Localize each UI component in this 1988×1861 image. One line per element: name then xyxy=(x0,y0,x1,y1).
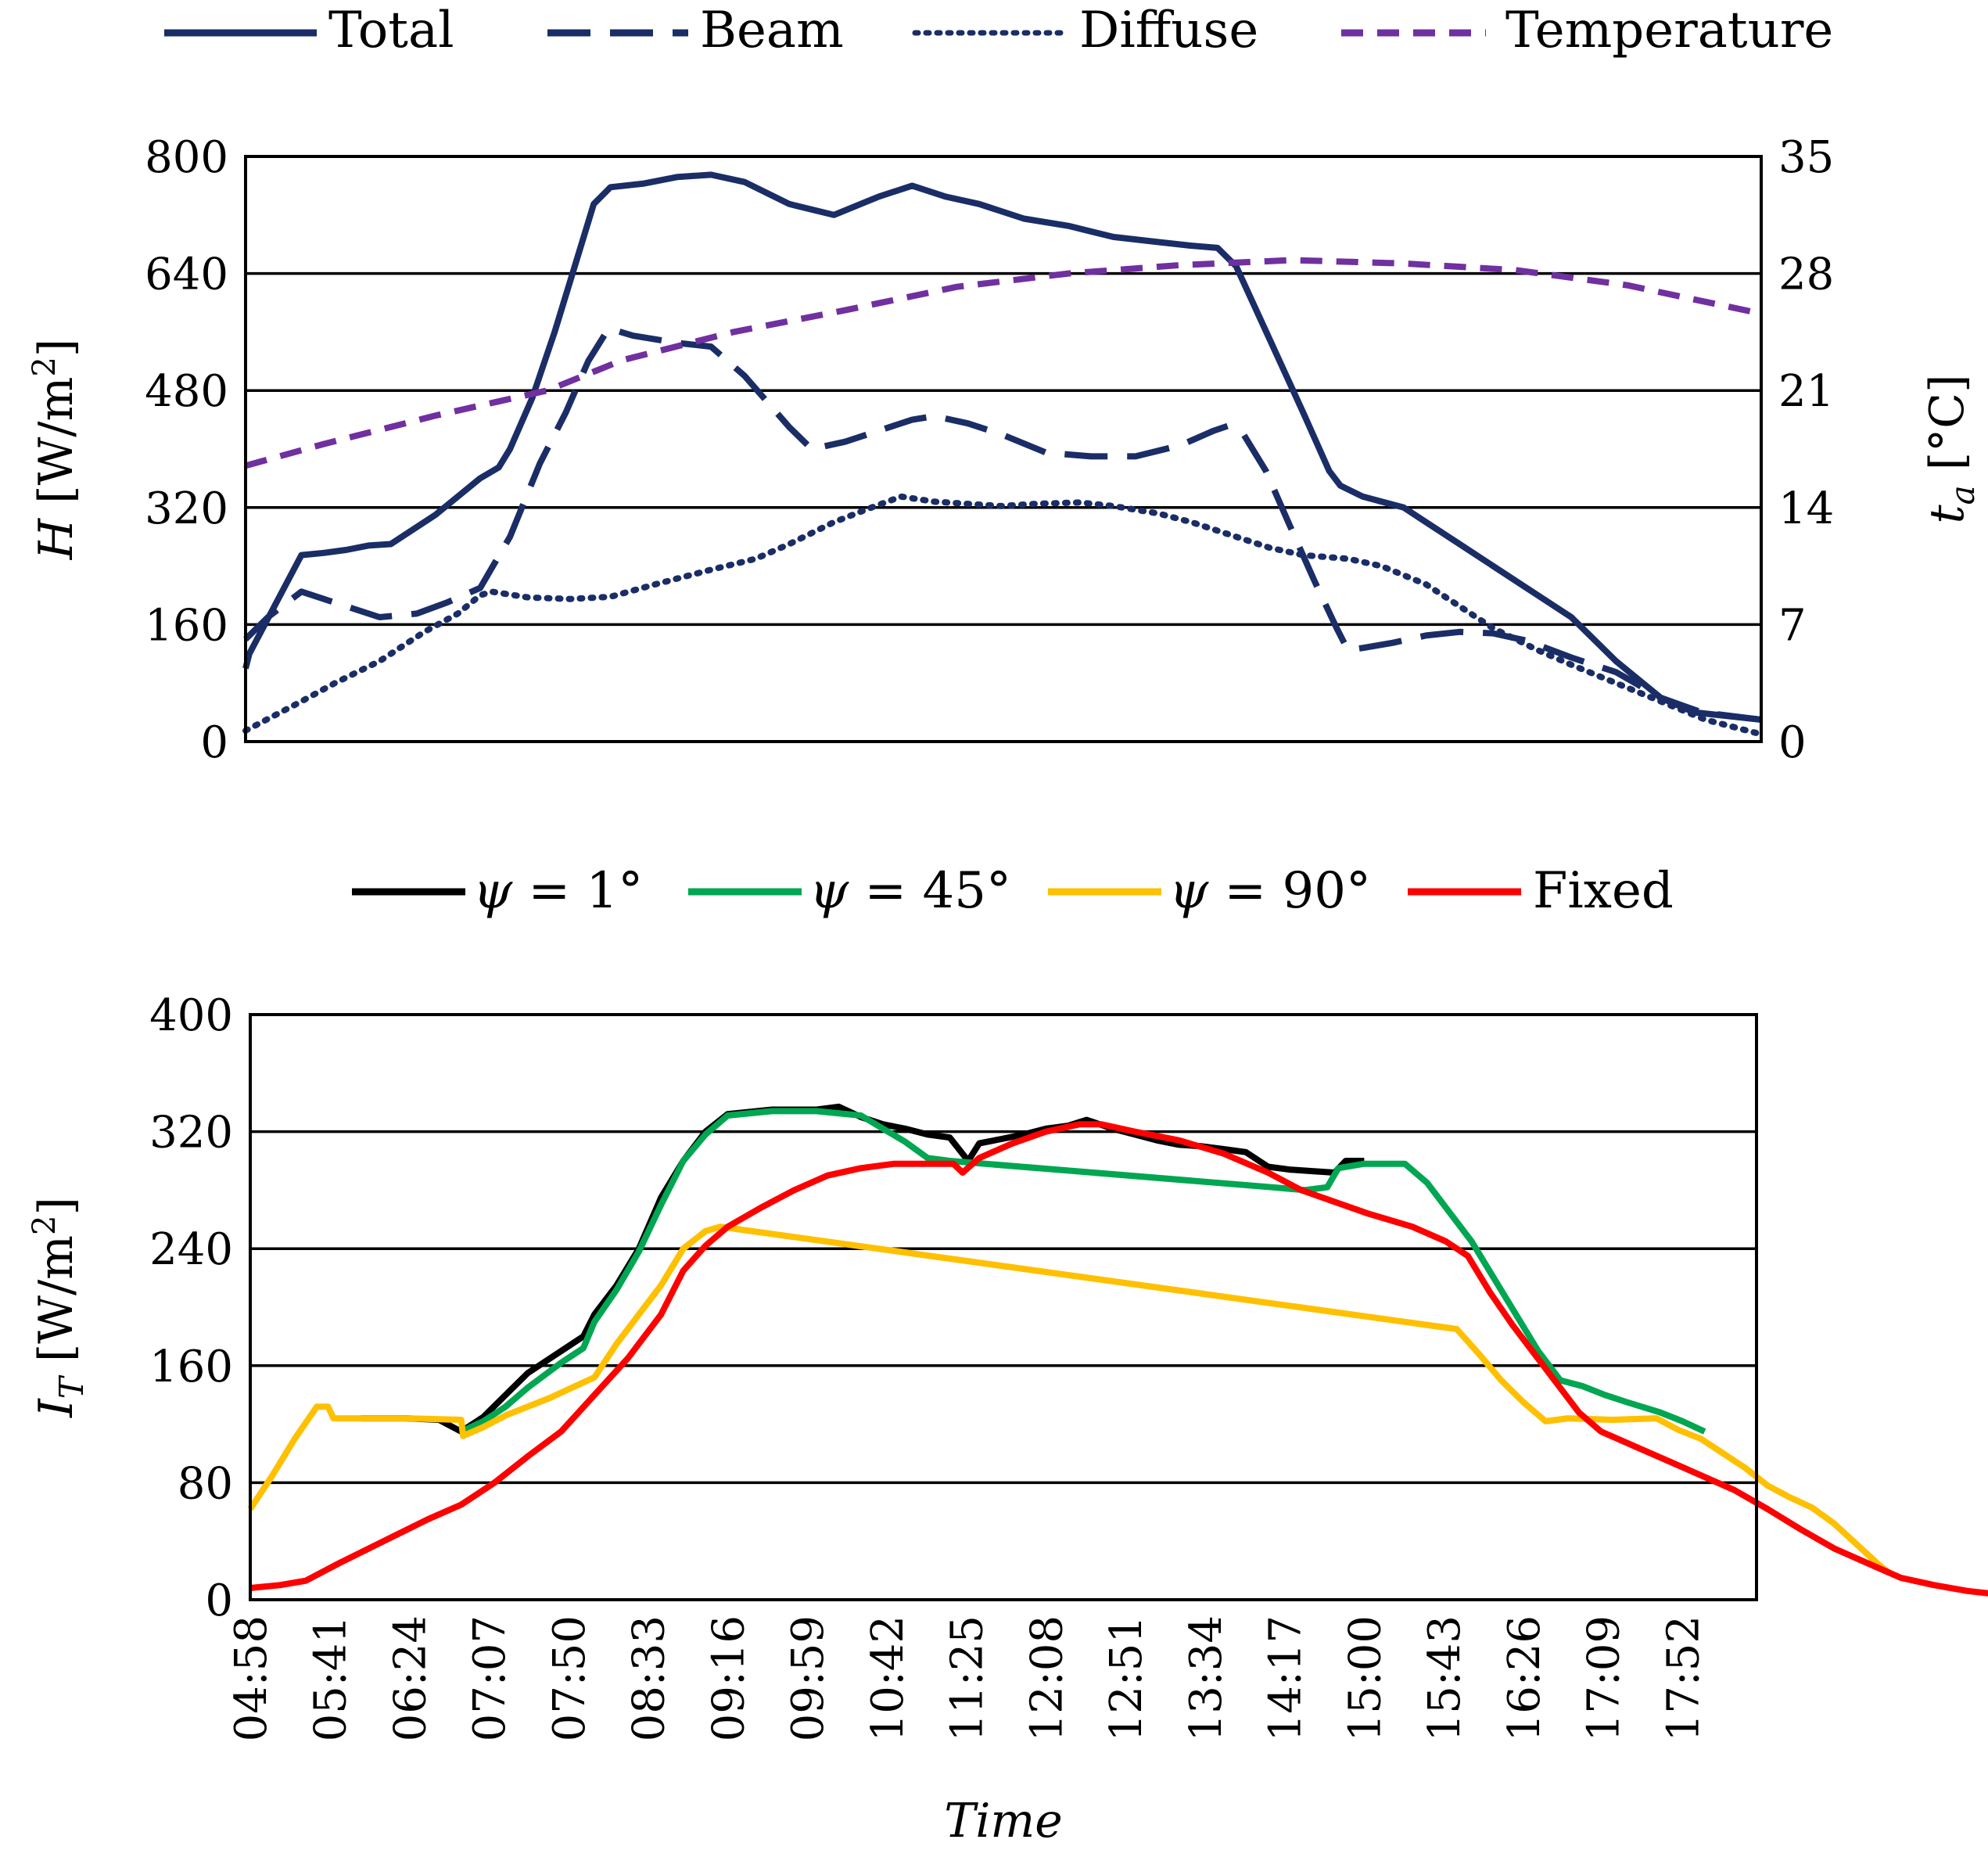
y-tick-label: 0 xyxy=(205,1575,233,1626)
top-y-ticks: 0 160 320 480 640 800 xyxy=(145,132,228,768)
bottom-x-axis-title: Time xyxy=(944,1794,1063,1848)
x-tick-label: 17:52 xyxy=(1658,1615,1709,1741)
x-tick-label: 04:58 xyxy=(226,1615,277,1741)
y-tick-label: 0 xyxy=(200,717,228,768)
x-tick-label: 12:08 xyxy=(1021,1615,1072,1741)
y-tick-label: 240 xyxy=(149,1224,233,1275)
series-line-0-0 xyxy=(242,171,1762,723)
series-line-0-1 xyxy=(243,325,1762,723)
x-tick-label: 15:43 xyxy=(1419,1615,1470,1741)
legend-label-diffuse: Diffuse xyxy=(1079,2,1258,59)
top-series-group xyxy=(242,171,1764,738)
bottom-plot-area: 0 80 160 240 320 400 04:58 05:41 06:24 07:07 07:5… xyxy=(149,990,1988,1741)
y-tick-label: 640 xyxy=(145,250,228,300)
y2-tick-label: 28 xyxy=(1778,250,1834,300)
y2-tick-label: 0 xyxy=(1778,717,1807,768)
bottom-legend: ψ = 1° ψ = 45° ψ = 90° Fixed xyxy=(352,862,1674,920)
legend-label-fixed: Fixed xyxy=(1533,862,1674,920)
bottom-y-ticks: 0 80 160 240 320 400 xyxy=(149,990,233,1626)
series-line-0-3 xyxy=(244,257,1762,469)
legend-label-psi-45: ψ = 45° xyxy=(809,862,1011,920)
x-tick-label: 12:51 xyxy=(1101,1615,1152,1741)
series-line-0-2 xyxy=(242,493,1764,738)
y-tick-label: 480 xyxy=(145,366,228,417)
top-plot-frame xyxy=(244,155,1763,743)
x-tick-label: 08:33 xyxy=(624,1615,675,1741)
x-tick-label: 15:00 xyxy=(1340,1615,1391,1741)
y2-tick-label: 7 xyxy=(1778,600,1807,651)
series-line-1-3 xyxy=(249,1121,1988,1597)
y-tick-label: 80 xyxy=(178,1458,233,1509)
bottom-series-group xyxy=(247,1103,1988,1597)
y-tick-label: 400 xyxy=(149,990,233,1041)
x-tick-label: 09:59 xyxy=(783,1615,834,1741)
legend-label-beam: Beam xyxy=(700,2,844,59)
x-tick-label: 13:34 xyxy=(1181,1615,1232,1741)
top-plot-area: 0 160 320 480 640 800 0 7 14 21 28 35 xyxy=(145,132,1834,768)
x-tick-label: 06:24 xyxy=(385,1615,436,1741)
y-tick-label: 160 xyxy=(145,600,228,651)
legend-label-psi-1: ψ = 1° xyxy=(473,862,643,920)
legend-label-temperature: Temperature xyxy=(1505,2,1833,59)
top-y-axis-title: H [W/m2] xyxy=(27,339,84,560)
bottom-gridlines xyxy=(250,1130,1757,1485)
x-tick-label: 11:25 xyxy=(942,1615,993,1741)
x-tick-label: 07:07 xyxy=(465,1615,515,1741)
y2-tick-label: 35 xyxy=(1778,132,1834,183)
top-legend: Total Beam Diffuse Temperature xyxy=(164,2,1833,59)
y-tick-label: 800 xyxy=(145,132,228,183)
legend-label-psi-90: ψ = 90° xyxy=(1169,862,1371,920)
bottom-y-axis-title: IT [W/m2] xyxy=(27,1197,91,1418)
x-tick-label: 07:50 xyxy=(544,1615,595,1741)
legend-label-total: Total xyxy=(328,2,454,59)
bottom-plot-frame xyxy=(249,1013,1758,1601)
x-tick-label: 05:41 xyxy=(306,1615,357,1741)
y-tick-label: 320 xyxy=(145,483,228,534)
x-tick-label: 14:17 xyxy=(1261,1615,1312,1741)
x-tick-label: 09:16 xyxy=(703,1615,754,1741)
bottom-x-ticks: 04:58 05:41 06:24 07:07 07:50 08:33 09:16 09:59… xyxy=(226,1615,1709,1741)
y2-tick-label: 14 xyxy=(1778,483,1834,534)
y-tick-label: 160 xyxy=(149,1342,233,1392)
y2-tick-label: 21 xyxy=(1778,366,1834,417)
series-line-1-1 xyxy=(460,1108,1706,1435)
x-tick-label: 10:42 xyxy=(863,1615,913,1741)
top-y2-ticks: 0 7 14 21 28 35 xyxy=(1778,132,1834,768)
x-tick-label: 17:09 xyxy=(1579,1615,1630,1741)
top-y2-axis-title: ta [°C] xyxy=(1920,375,1982,524)
top-gridlines xyxy=(246,271,1761,627)
series-line-1-2 xyxy=(247,1223,1892,1576)
x-tick-label: 16:26 xyxy=(1499,1615,1550,1741)
series-line-1-0 xyxy=(361,1103,1365,1435)
y-tick-label: 320 xyxy=(149,1108,233,1159)
